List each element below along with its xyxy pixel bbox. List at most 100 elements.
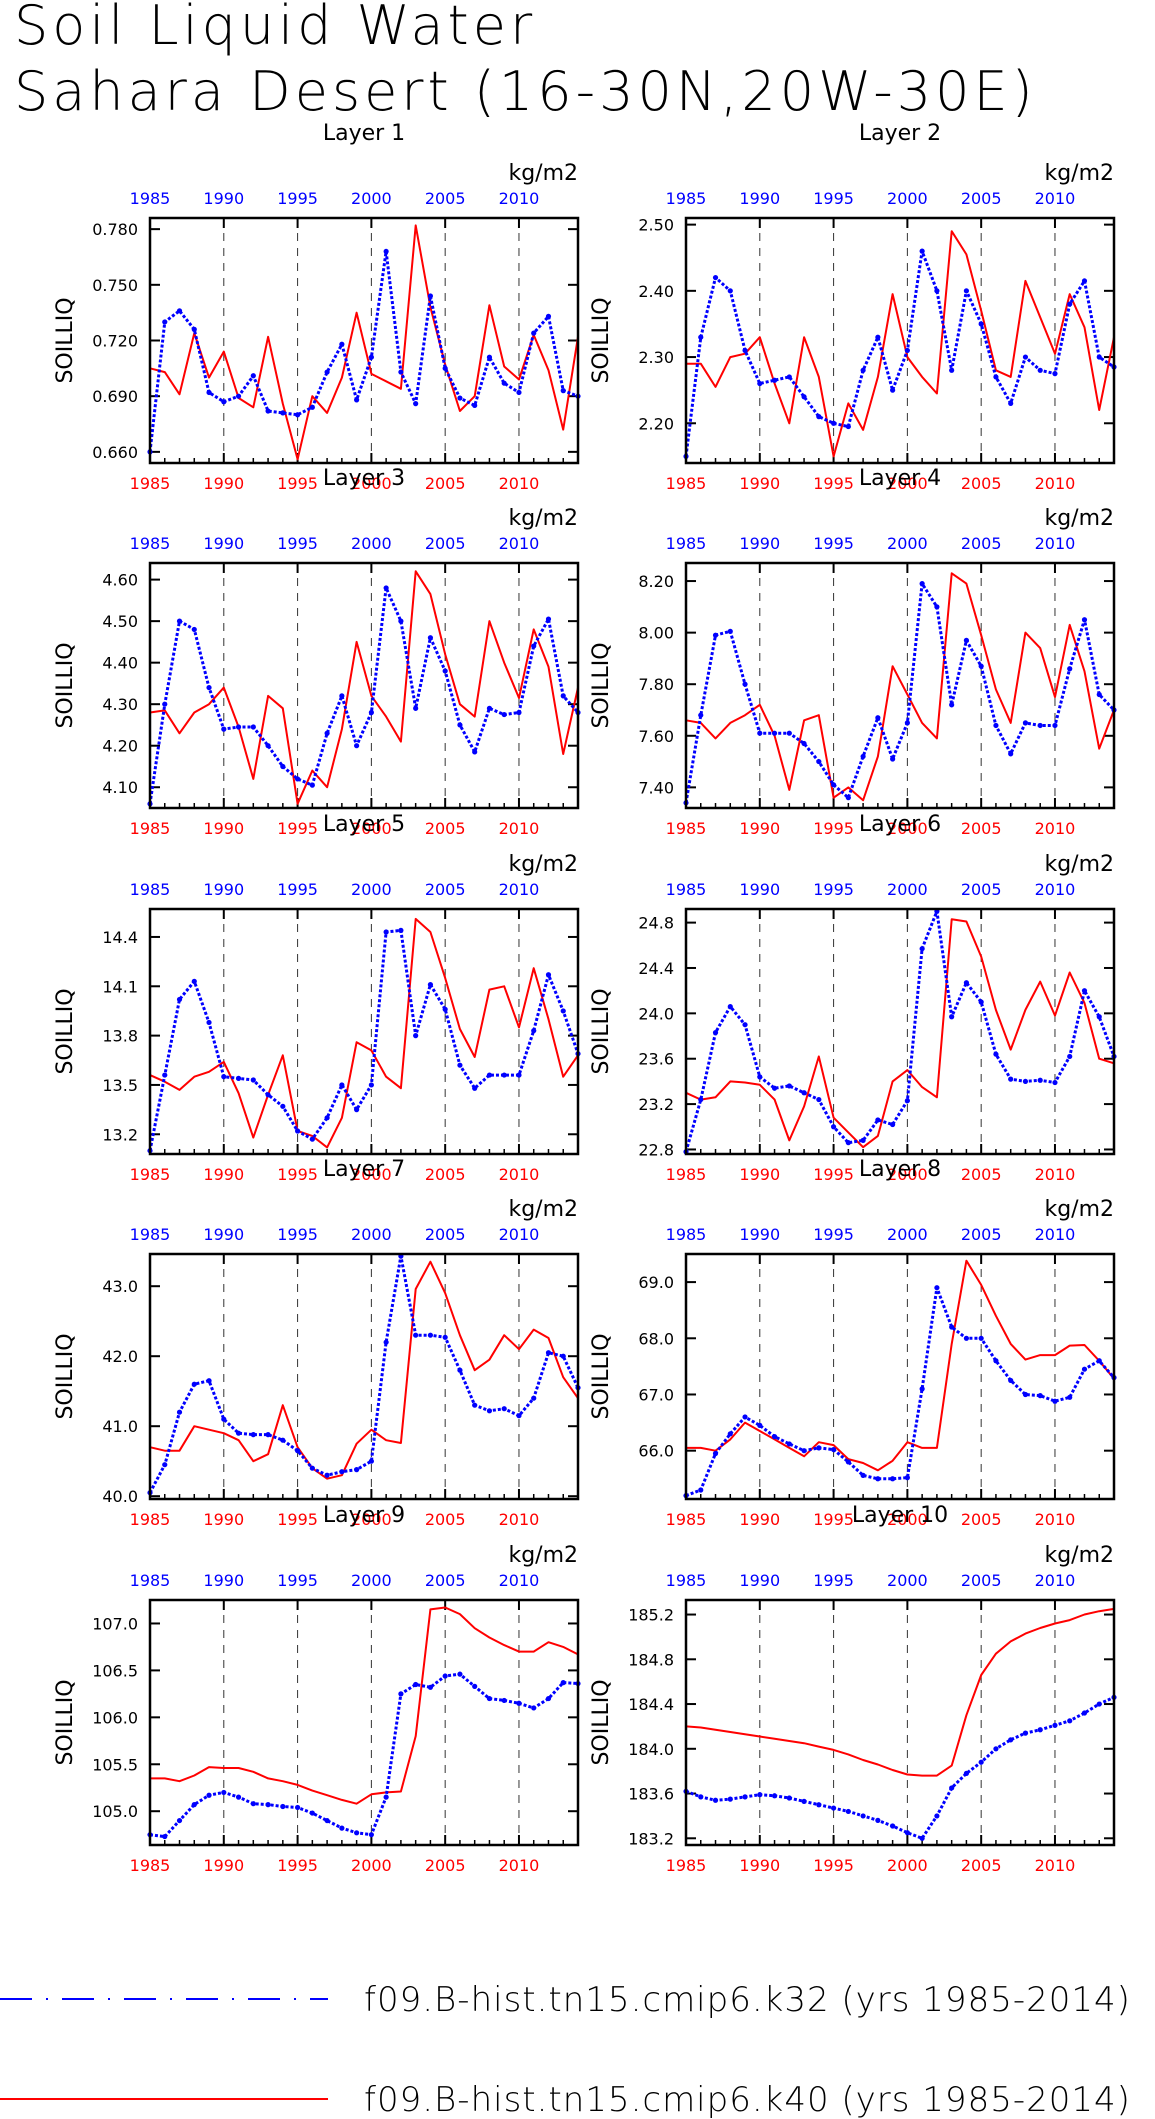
- series-point-k32: [949, 1324, 955, 1330]
- y-tick-label: 8.20: [638, 572, 674, 591]
- x-tick-label-bottom: 1995: [277, 819, 318, 838]
- series-point-k32: [919, 581, 925, 587]
- series-point-k32: [457, 1367, 463, 1373]
- legend-label-1: f09.B-hist.tn15.cmip6.k32 (yrs 1985-2014…: [364, 1980, 1131, 2020]
- y-tick-label: 23.6: [638, 1050, 674, 1069]
- series-point-k32: [727, 1431, 733, 1437]
- series-point-k32: [250, 724, 256, 730]
- series-point-k32: [919, 248, 925, 254]
- series-point-k32: [771, 377, 778, 383]
- series-point-k32: [368, 1082, 374, 1088]
- series-point-k32: [904, 1098, 910, 1104]
- series-point-k32: [516, 1072, 522, 1078]
- series-point-k32: [712, 1450, 719, 1457]
- series-point-k32: [368, 354, 374, 360]
- x-tick-label-top: 2000: [887, 880, 928, 899]
- series-point-k32: [963, 1770, 970, 1777]
- series-point-k32: [427, 293, 434, 299]
- y-tick-label: 42.0: [102, 1347, 138, 1366]
- series-point-k32: [176, 1409, 183, 1415]
- x-tick-label-bottom: 2000: [351, 1856, 392, 1875]
- series-point-k32: [1052, 371, 1058, 377]
- series-point-k32: [860, 1137, 866, 1143]
- x-tick-label-top: 1990: [203, 1225, 244, 1244]
- series-point-k32: [727, 628, 733, 634]
- x-tick-label-bottom: 1985: [666, 1165, 707, 1184]
- y-tick-label: 24.4: [638, 959, 674, 978]
- x-tick-label-bottom: 1985: [666, 1856, 707, 1875]
- series-point-k32: [413, 1681, 419, 1688]
- series-point-k32: [978, 321, 984, 327]
- series-point-k32: [1067, 1718, 1073, 1724]
- x-tick-label-top: 2010: [499, 189, 540, 208]
- y-tick-label: 14.4: [102, 928, 138, 947]
- series-line-k40: [149, 1260, 579, 1480]
- series-point-k32: [1008, 1377, 1014, 1384]
- series-point-k32: [830, 1805, 837, 1811]
- series-point-k32: [712, 274, 719, 281]
- series-point-k32: [934, 1285, 940, 1291]
- units-label: kg/m2: [508, 852, 578, 877]
- x-tick-label-bottom: 1985: [666, 474, 707, 493]
- series-point-k32: [801, 394, 807, 400]
- x-tick-label-top: 2000: [351, 1571, 392, 1590]
- x-tick-label-bottom: 2005: [425, 819, 466, 838]
- series-point-k32: [457, 395, 463, 401]
- x-tick-label-bottom: 1985: [130, 1856, 171, 1875]
- series-point-k32: [280, 763, 286, 770]
- series-point-k32: [816, 1802, 822, 1808]
- series-point-k32: [1067, 1394, 1073, 1400]
- x-tick-label-top: 1985: [130, 880, 171, 899]
- panel-4: Layer 4 kg/m2 SOILLIQ 1985 1985 1990 1990 1995 1…: [589, 466, 1117, 838]
- y-tick-label: 105.0: [92, 1802, 138, 1821]
- series-point-k32: [206, 1792, 212, 1798]
- series-point-k32: [934, 288, 940, 294]
- series-point-k32: [472, 402, 478, 409]
- y-tick-label: 41.0: [102, 1417, 138, 1436]
- x-tick-label-bottom: 1995: [277, 1165, 318, 1184]
- series-point-k32: [963, 980, 970, 986]
- x-tick-label-top: 1990: [203, 1571, 244, 1590]
- x-tick-label-top: 1985: [130, 189, 171, 208]
- series-point-k32: [472, 1683, 478, 1689]
- x-tick-label-top: 1995: [813, 880, 854, 899]
- series-point-k32: [1081, 1366, 1088, 1372]
- series-point-k32: [786, 374, 792, 380]
- plot-frame: [148, 1598, 580, 1847]
- series-point-k32: [727, 1796, 733, 1802]
- series-point-k32: [949, 702, 955, 708]
- series-point-k32: [545, 616, 552, 622]
- panel-title: Layer 3: [323, 466, 405, 491]
- panel-title: Layer 5: [323, 812, 405, 837]
- series-point-k32: [816, 1096, 822, 1103]
- y-tick-label: 7.80: [638, 675, 674, 694]
- series-point-k32: [1081, 1710, 1088, 1716]
- series-point-k32: [890, 756, 896, 762]
- x-tick-label-bottom: 1995: [813, 1165, 854, 1184]
- series-point-k32: [324, 1472, 330, 1478]
- y-axis-label: SOILLIQ: [589, 297, 614, 383]
- series-point-k32: [993, 1051, 999, 1057]
- series-point-k32: [875, 334, 881, 340]
- series-point-k32: [280, 410, 286, 416]
- y-tick-label: 4.40: [102, 654, 138, 673]
- x-tick-label-top: 2005: [425, 534, 466, 553]
- x-tick-label-bottom: 1985: [130, 1510, 171, 1529]
- series-point-k32: [712, 1030, 719, 1036]
- x-tick-label-bottom: 2000: [351, 1510, 392, 1529]
- panel-3: Layer 3 kg/m2 SOILLIQ 1985 1985 1990 1990 1995 1…: [53, 466, 581, 838]
- series-point-k32: [235, 1430, 242, 1436]
- series-point-k32: [324, 730, 330, 736]
- y-tick-label: 0.720: [92, 332, 138, 351]
- y-tick-label: 184.8: [628, 1650, 674, 1669]
- series-point-k32: [757, 380, 763, 387]
- series-point-k32: [250, 1077, 256, 1083]
- y-tick-label: 106.5: [92, 1661, 138, 1680]
- series-point-k32: [309, 782, 315, 788]
- x-tick-label-top: 1990: [203, 880, 244, 899]
- legend-entry-2: f09.B-hist.tn15.cmip6.k40 (yrs 1985-2014…: [0, 2080, 1130, 2119]
- y-tick-label: 67.0: [638, 1385, 674, 1404]
- y-axis-label: SOILLIQ: [53, 988, 78, 1074]
- series-line-k40: [686, 1259, 1115, 1472]
- series-point-k32: [324, 369, 330, 375]
